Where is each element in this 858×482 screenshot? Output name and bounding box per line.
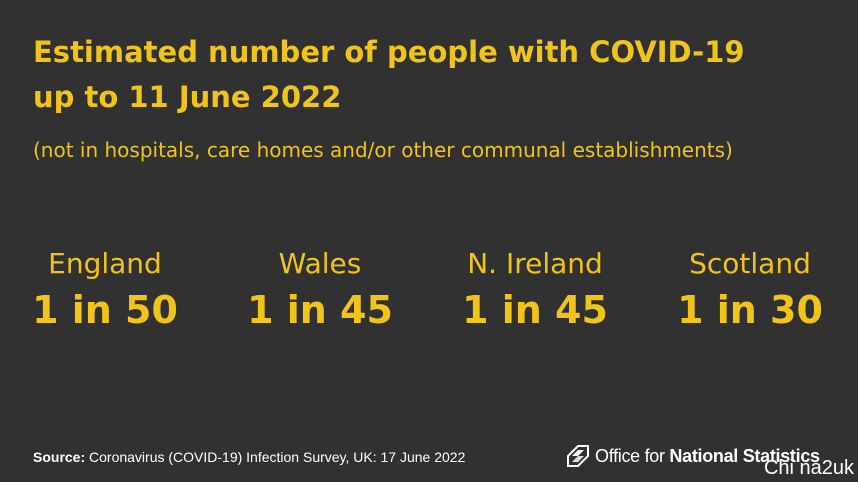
stat-region-label: N. Ireland	[467, 247, 603, 280]
page-title: Estimated number of people with COVID-19…	[33, 30, 833, 120]
stats-row: England 1 in 50 Wales 1 in 45 N. Ireland…	[0, 244, 858, 344]
logo-text: Office for National Statistics	[595, 446, 820, 467]
source-note: Source: Coronavirus (COVID-19) Infection…	[33, 448, 465, 466]
stat-ratio-value: 1 in 45	[247, 288, 393, 332]
title-line-1: Estimated number of people with COVID-19	[33, 35, 745, 69]
stat-ratio-value: 1 in 30	[677, 288, 823, 332]
stat-scotland: Scotland 1 in 30	[650, 244, 850, 336]
source-text: Coronavirus (COVID-19) Infection Survey,…	[89, 449, 466, 465]
stat-n-ireland: N. Ireland 1 in 45	[435, 244, 635, 336]
stat-region-label: Wales	[278, 247, 362, 280]
title-line-2: up to 11 June 2022	[33, 80, 342, 114]
stat-wales: Wales 1 in 45	[220, 244, 420, 336]
stat-region-label: Scotland	[689, 247, 811, 280]
ons-logo: Office for National Statistics	[566, 442, 820, 470]
stat-ratio-value: 1 in 50	[32, 288, 178, 332]
stat-ratio-value: 1 in 45	[462, 288, 608, 332]
page-subtitle: (not in hospitals, care homes and/or oth…	[33, 138, 733, 162]
logo-text-bold: National Statistics	[669, 445, 820, 466]
watermark: Chi na2uk	[763, 457, 854, 479]
stat-region-label: England	[48, 247, 162, 280]
ons-logo-icon	[567, 445, 589, 467]
stat-england: England 1 in 50	[5, 244, 205, 336]
source-label: Source:	[33, 449, 86, 465]
logo-text-prefix: Office for	[595, 445, 670, 466]
